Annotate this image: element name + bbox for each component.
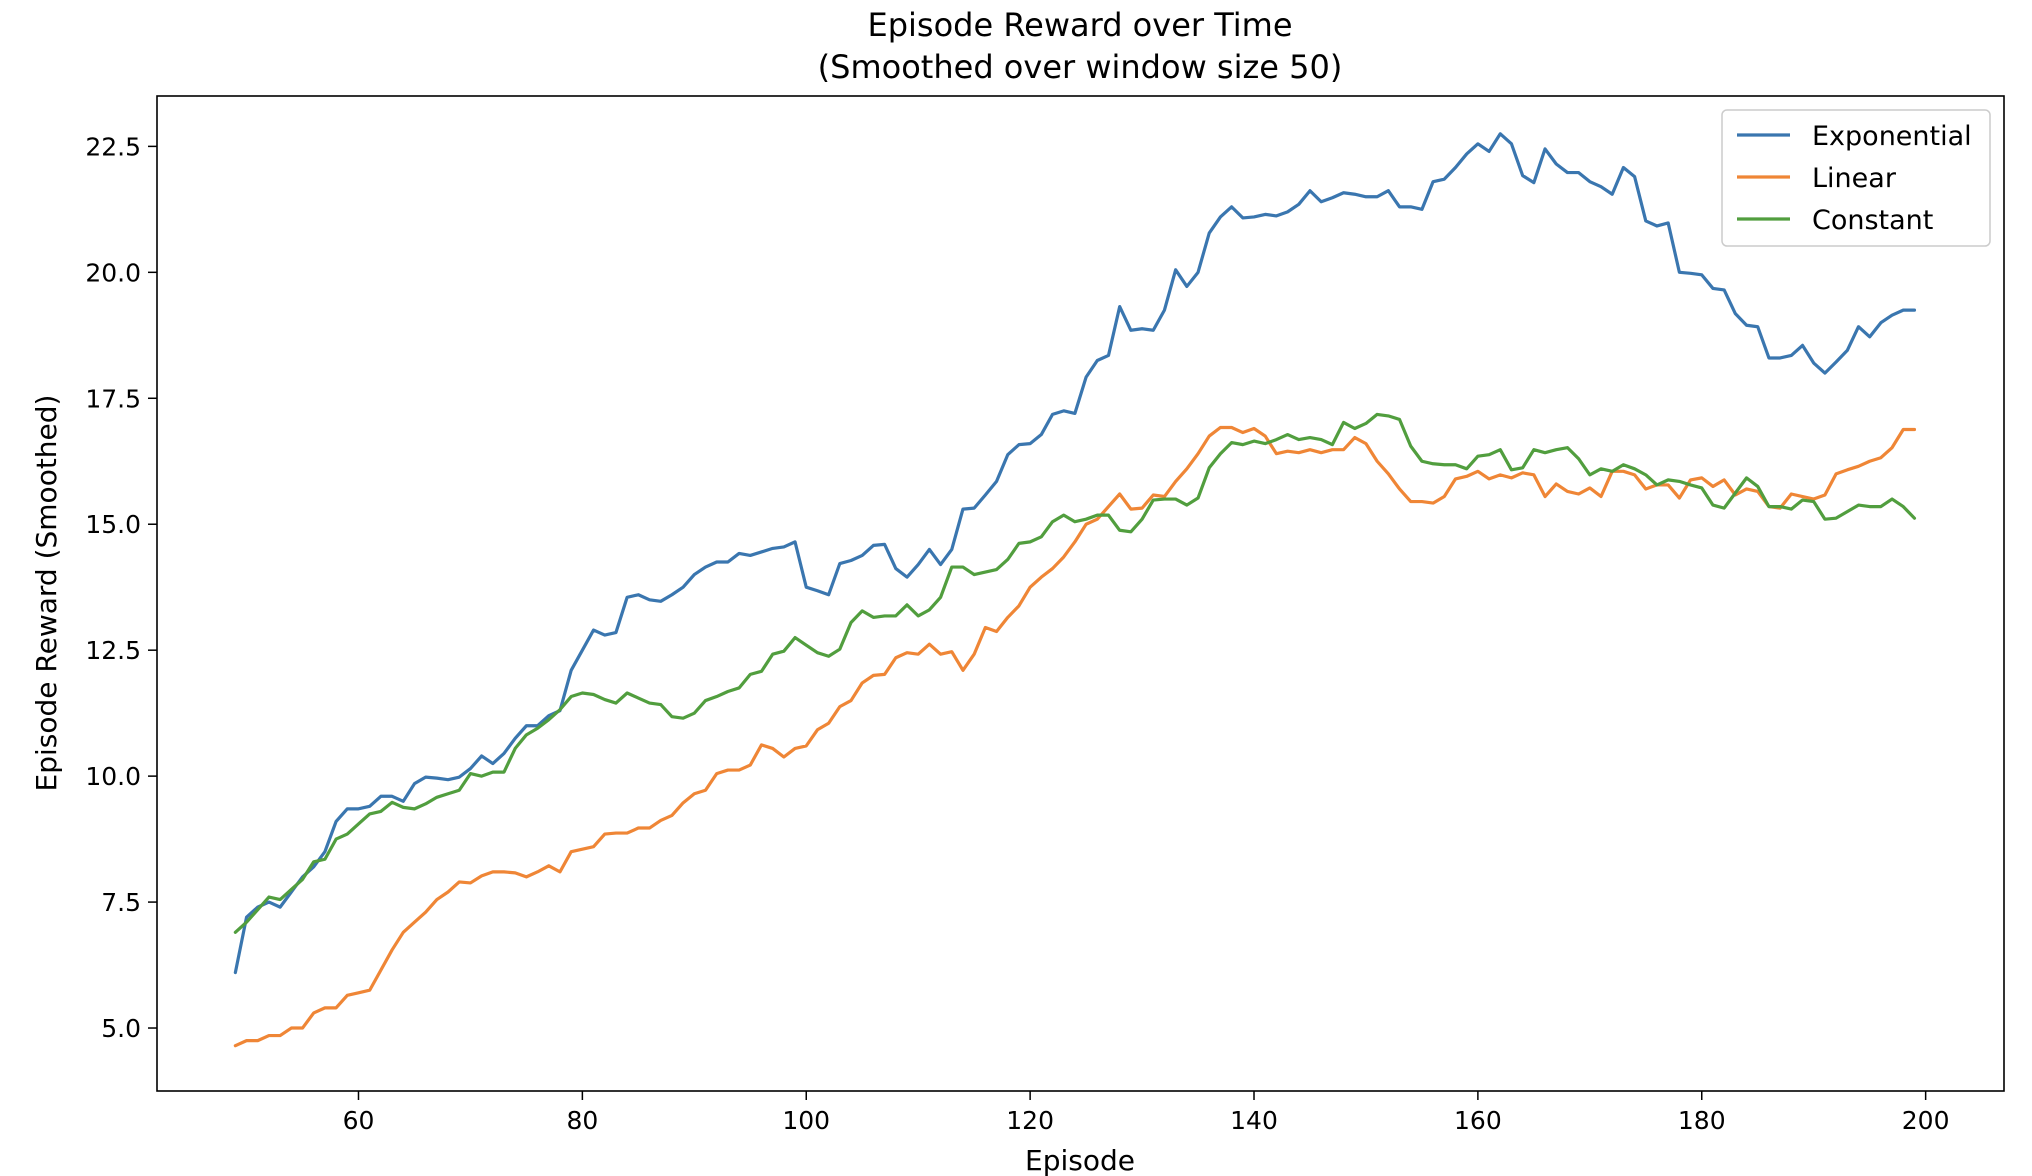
legend-box: [1721, 109, 1991, 247]
chart-subtitle: (Smoothed over window size 50): [818, 48, 1343, 86]
x-tick-label: 100: [782, 1106, 830, 1135]
y-tick-label: 22.5: [85, 132, 141, 161]
y-axis-ticks: 5.0 7.5 10.0 12.5 15.0 17.5 20.0 22.5: [85, 132, 157, 1043]
legend: Exponential Linear Constant: [1721, 109, 1991, 247]
x-tick-label: 200: [1902, 1106, 1950, 1135]
x-tick-label: 120: [1006, 1106, 1054, 1135]
x-tick-label: 180: [1678, 1106, 1726, 1135]
y-tick-label: 12.5: [85, 636, 141, 665]
x-axis-label: Episode: [1025, 1144, 1135, 1176]
plot-frame: [156, 95, 2005, 1092]
series-line-constant: [233, 412, 1917, 934]
legend-label-constant: Constant: [1812, 205, 1933, 236]
x-tick-label: 140: [1230, 1106, 1278, 1135]
chart-title: Episode Reward over Time: [867, 6, 1292, 44]
y-tick-label: 20.0: [85, 258, 141, 287]
y-tick-label: 5.0: [101, 1014, 141, 1043]
y-tick-label: 10.0: [85, 762, 141, 791]
legend-label-linear: Linear: [1812, 163, 1897, 194]
series-line-linear: [233, 425, 1917, 1048]
y-tick-label: 15.0: [85, 510, 141, 539]
series-layer: [233, 132, 1917, 1048]
legend-items: Exponential Linear Constant: [1737, 121, 1972, 236]
x-tick-label: 80: [566, 1106, 598, 1135]
series-line-exponential: [233, 132, 1917, 975]
x-tick-label: 60: [343, 1106, 375, 1135]
y-tick-label: 7.5: [101, 888, 141, 917]
legend-label-exponential: Exponential: [1812, 121, 1972, 152]
y-axis-label: Episode Reward (Smoothed): [30, 395, 63, 792]
y-tick-label: 17.5: [85, 384, 141, 413]
x-axis-ticks: 60 80 100 120 140 160 180 200: [343, 1091, 1950, 1135]
x-tick-label: 160: [1454, 1106, 1502, 1135]
